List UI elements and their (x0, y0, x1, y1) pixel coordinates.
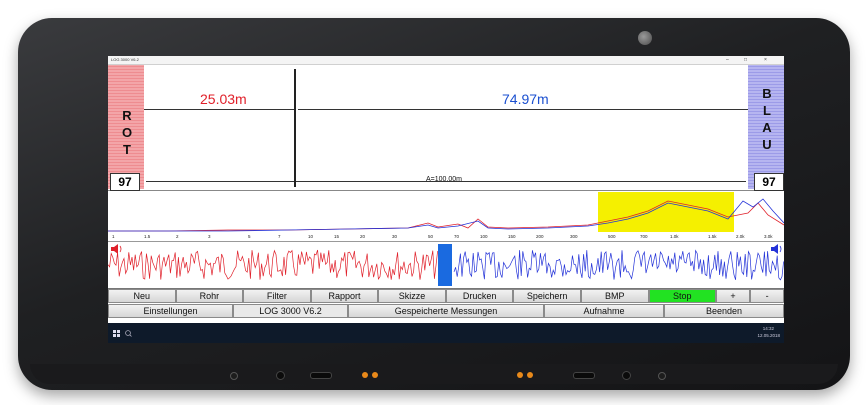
waveform-graph (108, 244, 784, 286)
window-title: LOG 3000 V6.2 (111, 57, 139, 62)
tick-label: 1.0k (670, 234, 679, 239)
sketch-button[interactable]: Skizze (378, 289, 446, 303)
minimize-button[interactable]: – (726, 57, 729, 63)
letter: A (762, 120, 772, 135)
stop-button[interactable]: Stop (648, 289, 717, 303)
taskbar-icons (113, 330, 132, 337)
tick-label: 500 (608, 234, 616, 239)
tick-label: 2.0k (736, 234, 745, 239)
frequency-spectrum[interactable] (108, 191, 784, 234)
new-button[interactable]: Neu (108, 289, 176, 303)
pogo-pin (362, 372, 368, 378)
tick-label: 150 (508, 234, 516, 239)
tick-label: 3.0k (764, 234, 773, 239)
correlation-plot[interactable]: R O T 97 B L A U 97 25.03m 74.97m (108, 65, 784, 191)
zoom-out-button[interactable]: - (750, 289, 784, 303)
blue-sensor-label: B L A U (756, 85, 778, 153)
right-speaker-icon[interactable] (771, 244, 782, 254)
right-distance-line (298, 109, 748, 110)
print-button[interactable]: Drucken (445, 289, 514, 303)
screw-icon (658, 372, 666, 380)
tick-label: 700 (640, 234, 648, 239)
total-distance-line (146, 181, 746, 182)
zoom-in-button[interactable]: + (716, 289, 751, 303)
saved-measurements-button[interactable]: Gespeicherte Messungen (348, 304, 544, 318)
usb-port (310, 372, 332, 379)
tick-label: 50 (428, 234, 434, 239)
pipe-button[interactable]: Rohr (175, 289, 244, 303)
right-distance-value: 74.97m (502, 91, 549, 107)
tick-label: 70 (454, 234, 460, 239)
filter-button[interactable]: Filter (243, 289, 311, 303)
maximize-button[interactable]: □ (744, 57, 748, 63)
left-speaker-icon[interactable] (111, 244, 122, 254)
red-sensor-label: R O T (116, 107, 138, 158)
main-toolbar: Neu Rohr Filter Rapport Skizze Drucken S… (108, 289, 784, 303)
tick-label: 200 (536, 234, 544, 239)
red-sensor-value: 97 (110, 173, 140, 191)
audio-jack (276, 371, 285, 380)
tablet-device: LOG 3000 V6.2 – □ × R O T 97 B L A U (18, 18, 850, 390)
close-button[interactable]: × (764, 57, 767, 63)
letter: U (762, 137, 772, 152)
screw-icon (230, 372, 238, 380)
letter: B (762, 86, 772, 101)
tick-label: 5 (248, 234, 251, 239)
blue-sensor-panel: B L A U 97 (748, 65, 784, 191)
total-distance-value: A=100.00m (426, 176, 462, 183)
tick-label: 1.5 (144, 234, 151, 239)
recording-button[interactable]: Aufnahme (544, 304, 664, 318)
tablet-bottom-edge (30, 364, 838, 384)
camera-icon (638, 31, 652, 45)
pogo-pin (517, 372, 523, 378)
taskbar-date: 12.05.2018 (757, 333, 780, 338)
tick-label: 300 (570, 234, 578, 239)
secondary-toolbar: Einstellungen LOG 3000 V6.2 Gespeicherte… (108, 304, 784, 318)
left-distance-value: 25.03m (200, 91, 247, 107)
tick-label: 1 (112, 234, 115, 239)
audio-jack (622, 371, 631, 380)
spectrum-graph (108, 192, 784, 232)
blue-spectrum-line (108, 198, 784, 232)
tick-label: 7 (278, 234, 281, 239)
save-button[interactable]: Speichern (513, 289, 581, 303)
os-taskbar: 14:32 12.05.2018 (108, 323, 784, 343)
app-screen: LOG 3000 V6.2 – □ × R O T 97 B L A U (108, 56, 784, 343)
filter-highlight[interactable] (598, 192, 734, 232)
letter: T (123, 142, 131, 157)
blue-waveform (453, 249, 784, 281)
tick-label: 2 (176, 234, 179, 239)
tick-label: 30 (392, 234, 398, 239)
app-version-tab[interactable]: LOG 3000 V6.2 (233, 304, 348, 318)
bmp-button[interactable]: BMP (580, 289, 649, 303)
window-titlebar: LOG 3000 V6.2 – □ × (108, 56, 784, 65)
letter: R (122, 108, 132, 123)
report-button[interactable]: Rapport (310, 289, 379, 303)
taskbar-time: 14:32 (762, 326, 774, 331)
letter: L (763, 103, 771, 118)
split-cursor[interactable] (438, 244, 452, 286)
pogo-pin (527, 372, 533, 378)
exit-button[interactable]: Beenden (664, 304, 784, 318)
tick-label: 10 (308, 234, 314, 239)
signal-waveforms[interactable] (108, 242, 784, 289)
red-waveform (108, 249, 438, 281)
tick-label: 100 (480, 234, 488, 239)
tick-label: 3 (208, 234, 211, 239)
pogo-pin (372, 372, 378, 378)
settings-button[interactable]: Einstellungen (108, 304, 233, 318)
windows-icon[interactable] (113, 330, 120, 337)
search-icon[interactable] (125, 330, 132, 337)
tick-label: 1.5k (708, 234, 717, 239)
blue-sensor-value: 97 (754, 173, 784, 191)
letter: O (121, 125, 133, 140)
leak-peak-marker[interactable] (294, 69, 296, 187)
frequency-axis: 1 1.5 2 3 5 7 10 15 20 30 50 70 100 150 … (108, 233, 784, 242)
usb-port (573, 372, 595, 379)
tick-label: 15 (334, 234, 340, 239)
red-sensor-panel: R O T 97 (108, 65, 144, 191)
tick-label: 20 (360, 234, 366, 239)
left-distance-line (144, 109, 294, 110)
